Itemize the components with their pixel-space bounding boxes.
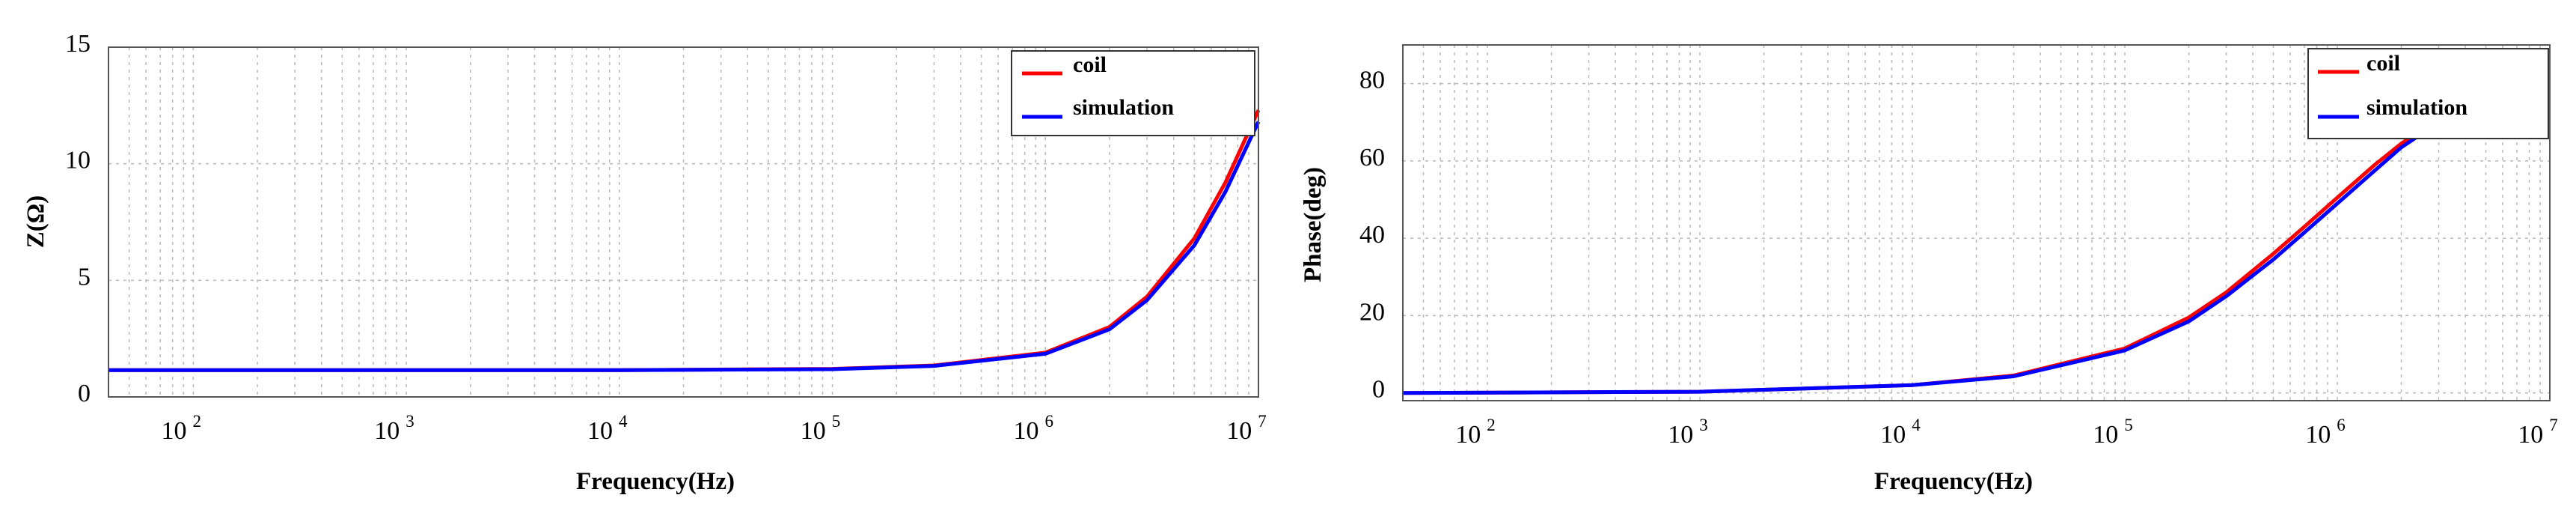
impedance-legend: coil simulation: [1011, 50, 1255, 136]
phase-x-tick-label: 10 7: [2518, 416, 2558, 449]
impedance-y-tick-label: 15: [65, 30, 91, 58]
impedance-x-axis-label: Frequency(Hz): [576, 468, 735, 495]
impedance-x-tick-label: 10 3: [374, 412, 414, 445]
phase-y-tick-label: 60: [1359, 144, 1385, 171]
phase-x-tick-label: 10 3: [1668, 416, 1708, 449]
phase-y-axis-label: Phase(deg): [1300, 167, 1327, 282]
phase-x-tick-label: 10 6: [2305, 416, 2346, 449]
impedance-series-lines: [108, 109, 1261, 372]
impedance-legend-box: [1011, 50, 1255, 136]
phase-y-tick-label: 40: [1359, 221, 1385, 249]
impedance-tick-labels: 0 5 10 15 10 2 10 3 10 4 10 5 10 6 10 7: [65, 30, 1267, 445]
impedance-x-tick-label: 10 2: [162, 412, 202, 445]
phase-legend-simulation-label: simulation: [2367, 95, 2468, 120]
impedance-series-coil: [108, 109, 1261, 372]
phase-legend-coil-label: coil: [2367, 51, 2400, 76]
phase-x-axis-label: Frequency(Hz): [1874, 468, 2033, 495]
phase-legend-box: [2307, 48, 2549, 139]
impedance-legend-simulation-label: simulation: [1073, 95, 1174, 120]
impedance-y-tick-label: 0: [78, 380, 91, 407]
impedance-x-tick-label: 10 6: [1014, 412, 1054, 445]
phase-x-tick-label: 10 4: [1880, 416, 1921, 449]
phase-y-tick-label: 0: [1372, 376, 1385, 404]
impedance-y-tick-label: 5: [78, 263, 91, 291]
impedance-y-tick-label: 10: [65, 147, 91, 174]
impedance-legend-coil-label: coil: [1073, 52, 1107, 77]
impedance-x-tick-label: 10 4: [587, 412, 628, 445]
phase-y-tick-label: 20: [1359, 298, 1385, 326]
phase-legend: coil simulation: [2307, 48, 2549, 139]
impedance-chart: 0 5 10 15 10 2 10 3 10 4 10 5 10 6 10 7 Z(Ω) Frequency(…: [22, 30, 1267, 495]
phase-plot-frame: [1402, 44, 2551, 401]
phase-y-tick-label: 80: [1359, 67, 1385, 94]
impedance-x-tick-label: 10 5: [801, 412, 841, 445]
impedance-x-tick-label: 10 7: [1226, 412, 1267, 445]
phase-chart: 0 20 40 60 80 10 2 10 3 10 4 10 5 10 6 10 7 Phase(deg) F…: [1300, 44, 2558, 495]
phase-x-tick-label: 10 2: [1455, 416, 1496, 449]
impedance-series-simulation: [108, 121, 1261, 372]
phase-x-tick-label: 10 5: [2093, 416, 2133, 449]
impedance-y-axis-label: Z(Ω): [22, 195, 49, 248]
impedance-plot-frame: [108, 46, 1259, 398]
